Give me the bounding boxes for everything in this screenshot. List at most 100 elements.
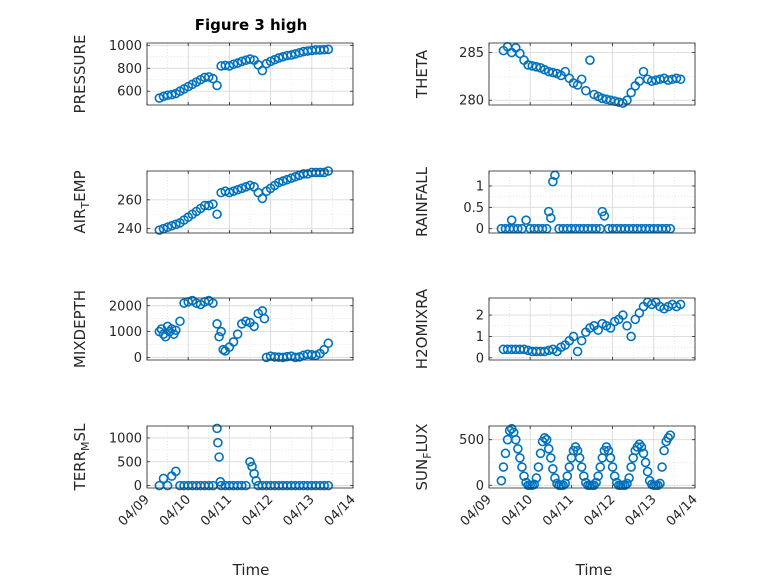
- data-point: [228, 59, 239, 70]
- data-point: [545, 453, 556, 463]
- data-point: [591, 477, 601, 488]
- data-point: [585, 55, 595, 65]
- data-point: [515, 453, 525, 463]
- data-point: [513, 443, 523, 454]
- data-point: [531, 473, 542, 483]
- y-tick-label: 1: [476, 330, 484, 345]
- data-point: [179, 298, 189, 308]
- axes-box: [488, 425, 696, 489]
- data-point: [251, 476, 261, 486]
- data-point: [162, 222, 173, 233]
- data-point: [665, 430, 676, 440]
- data-point: [539, 433, 550, 443]
- y-axis-label: RAINFALL: [413, 166, 431, 237]
- data-point: [290, 171, 301, 182]
- y-tick-label: 0: [476, 222, 484, 237]
- data-point: [548, 464, 558, 474]
- data-point: [607, 462, 618, 472]
- data-point: [241, 480, 251, 491]
- data-point: [204, 480, 214, 491]
- axes-box: [146, 170, 354, 234]
- data-point: [620, 480, 630, 491]
- x-tick-label: 04/12: [239, 492, 276, 529]
- subplot-4: 0 0.5 1 RAINFALL: [413, 166, 696, 237]
- data-point: [232, 329, 243, 339]
- figure-title: Figure 3 high: [195, 16, 308, 34]
- y-tick-label: 2000: [109, 299, 142, 314]
- x-tick-label: 04/13: [623, 492, 660, 529]
- y-axis-label-rest: SL: [71, 423, 89, 442]
- data-point: [212, 80, 222, 91]
- data-point: [245, 180, 255, 191]
- data-point: [642, 466, 653, 477]
- y-axis-label: AIRTEMP: [71, 170, 92, 233]
- data-point: [675, 299, 686, 310]
- data-point: [323, 338, 334, 349]
- y-tick-label: 800: [117, 62, 142, 77]
- subplot-3: 240 260 AIRTEMP: [71, 166, 354, 237]
- data-point: [208, 199, 218, 209]
- data-point: [576, 335, 587, 346]
- data-point: [171, 466, 181, 477]
- data-point: [663, 433, 674, 443]
- data-point: [562, 471, 573, 481]
- data-point: [581, 85, 591, 96]
- data-point: [245, 456, 255, 467]
- data-point: [166, 220, 177, 231]
- data-point: [543, 206, 554, 217]
- data-point: [519, 471, 529, 481]
- data-point: [675, 74, 686, 85]
- data-point: [286, 50, 297, 60]
- subplot-6: 0 1 2 H2OMIXRA: [413, 288, 696, 369]
- data-point: [634, 439, 645, 450]
- subplot-7: 0 500 1000 04/09 04/10 04/11 04/12 04/13 04/14 TE…: [71, 423, 359, 529]
- subplot-1: 600 800 1000 PRESSURE: [71, 35, 354, 113]
- data-point: [541, 434, 552, 445]
- data-point: [622, 478, 632, 489]
- subplot-2: 280 285 THETA: [413, 42, 696, 109]
- data-point: [515, 48, 525, 59]
- data-point: [214, 331, 224, 342]
- data-point: [638, 448, 649, 459]
- data-point: [259, 313, 270, 324]
- data-point: [500, 448, 511, 459]
- data-point: [236, 480, 247, 491]
- y-tick-label: 285: [459, 46, 484, 61]
- y-tick-label: 500: [459, 433, 484, 448]
- data-point: [171, 325, 181, 336]
- data-point: [323, 44, 334, 55]
- y-tick-label: 280: [459, 94, 484, 109]
- x-tick-label: 04/11: [198, 492, 235, 529]
- data-point: [257, 193, 268, 204]
- data-point: [626, 87, 636, 98]
- data-point: [638, 66, 649, 77]
- y-axis-label-subscript: T: [79, 202, 92, 210]
- data-point: [632, 442, 643, 452]
- data-point: [655, 478, 665, 489]
- data-point: [156, 324, 167, 334]
- data-point: [589, 480, 599, 491]
- data-point: [232, 184, 243, 195]
- data-point: [282, 174, 292, 185]
- x-axis-label-right: Time: [575, 561, 613, 579]
- data-point: [241, 316, 251, 327]
- y-axis-label: THETA: [413, 49, 431, 99]
- data-point: [636, 442, 647, 452]
- y-tick-label: 1: [476, 179, 484, 194]
- y-tick-label: 0.5: [463, 201, 484, 216]
- x-tick-label: 04/09: [116, 492, 153, 529]
- data-point: [510, 434, 521, 445]
- data-point: [626, 462, 636, 472]
- y-tick-label: 0: [134, 351, 142, 366]
- data-point: [278, 176, 288, 186]
- data-point: [274, 177, 284, 188]
- data-point: [657, 462, 667, 472]
- y-tick-label: 260: [117, 193, 142, 208]
- data-point: [213, 437, 223, 448]
- data-point: [158, 473, 169, 484]
- data-point: [572, 346, 583, 357]
- data-point: [626, 331, 636, 342]
- data-point: [574, 453, 585, 463]
- y-tick-label: 240: [117, 222, 142, 237]
- data-point: [208, 298, 218, 308]
